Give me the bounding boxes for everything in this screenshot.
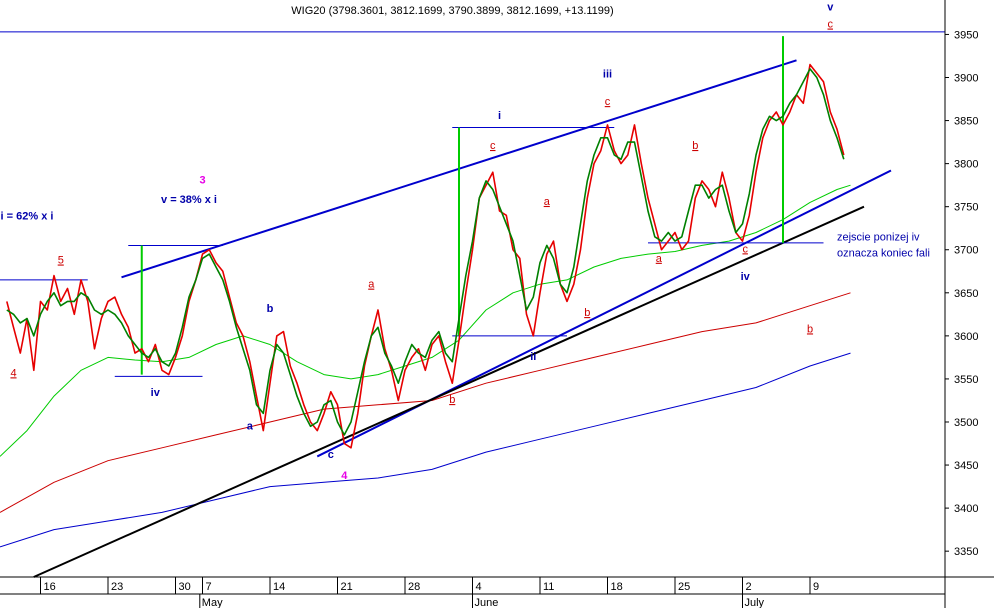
wave-label: ii [530,351,536,363]
moving-average-line [0,292,851,513]
chart-title: WIG20 (3798.3601, 3812.1699, 3790.3899, … [291,5,613,17]
wave-label: v = 38% x i [161,194,217,206]
y-tick-label: 3650 [954,288,978,300]
wave-label: b [449,394,455,406]
x-tick-label: 2 [746,581,752,593]
x-tick-label: 14 [273,581,285,593]
x-tick-label: 9 [813,581,819,593]
wave-label: iv [151,387,161,399]
y-tick-label: 3600 [954,331,978,343]
wave-label: i [498,110,501,122]
wave-label: iii [603,69,612,81]
month-label: May [202,597,223,608]
y-tick-label: 3550 [954,374,978,386]
price-series-layer [6,63,845,449]
wave-label: zejscie ponizej iv [837,231,920,243]
y-tick-label: 3350 [954,546,978,558]
wave-label: a [656,253,663,265]
wave-label: 3 [199,174,205,186]
wave-label: c [328,449,334,461]
x-tick-label: 30 [179,581,191,593]
x-tick-label: 28 [408,581,420,593]
y-tick-label: 3900 [954,73,978,85]
wave-label: v [827,1,834,13]
wave-label: b [267,303,274,315]
trendline [33,205,865,578]
wave-label: 4 [10,367,16,379]
x-tick-label: 7 [206,581,212,593]
y-tick-label: 3700 [954,245,978,257]
price-line [6,63,845,449]
wave-label: a [544,196,551,208]
wave-label: iv [741,271,751,283]
moving-averages-layer [0,184,851,548]
wave-label: 4 [341,470,348,482]
y-tick-label: 3500 [954,417,978,429]
y-tick-label: 3950 [954,29,978,41]
trendline [316,169,892,458]
wave-label: 5 [58,255,64,267]
x-tick-label: 16 [44,581,56,593]
y-tick-label: 3400 [954,503,978,515]
x-tick-label: 11 [543,581,554,593]
trendlines-layer [0,31,945,578]
y-tick-label: 3800 [954,159,978,171]
y-tick-label: 3850 [954,116,978,128]
wave-label: c [828,19,834,31]
moving-average-line [0,352,851,548]
wave-label: a [368,279,375,291]
x-tick-label: 23 [111,581,123,593]
x-tick-label: 21 [341,581,353,593]
wave-label: c [490,140,496,152]
month-label: July [745,597,765,608]
x-tick-label: 18 [611,581,623,593]
wave-label: oznacza koniec fali [837,248,930,260]
wave-label: a [247,421,254,433]
y-tick-label: 3750 [954,202,978,214]
wave-label: b [584,307,590,319]
annotations-layer: WIG20 (3798.3601, 3812.1699, 3790.3899, … [1,1,930,481]
wave-label: b [692,140,698,152]
x-tick-label: 4 [476,581,482,593]
y-tick-label: 3450 [954,460,978,472]
moving-average-line [0,184,851,457]
wave-label: i = 62% x i [1,211,54,223]
x-tick-label: 25 [678,581,690,593]
wave-label: c [742,243,748,255]
wave-label: c [605,96,611,108]
month-label: June [475,597,499,608]
price-line [6,68,845,436]
wave-label: b [807,323,813,335]
